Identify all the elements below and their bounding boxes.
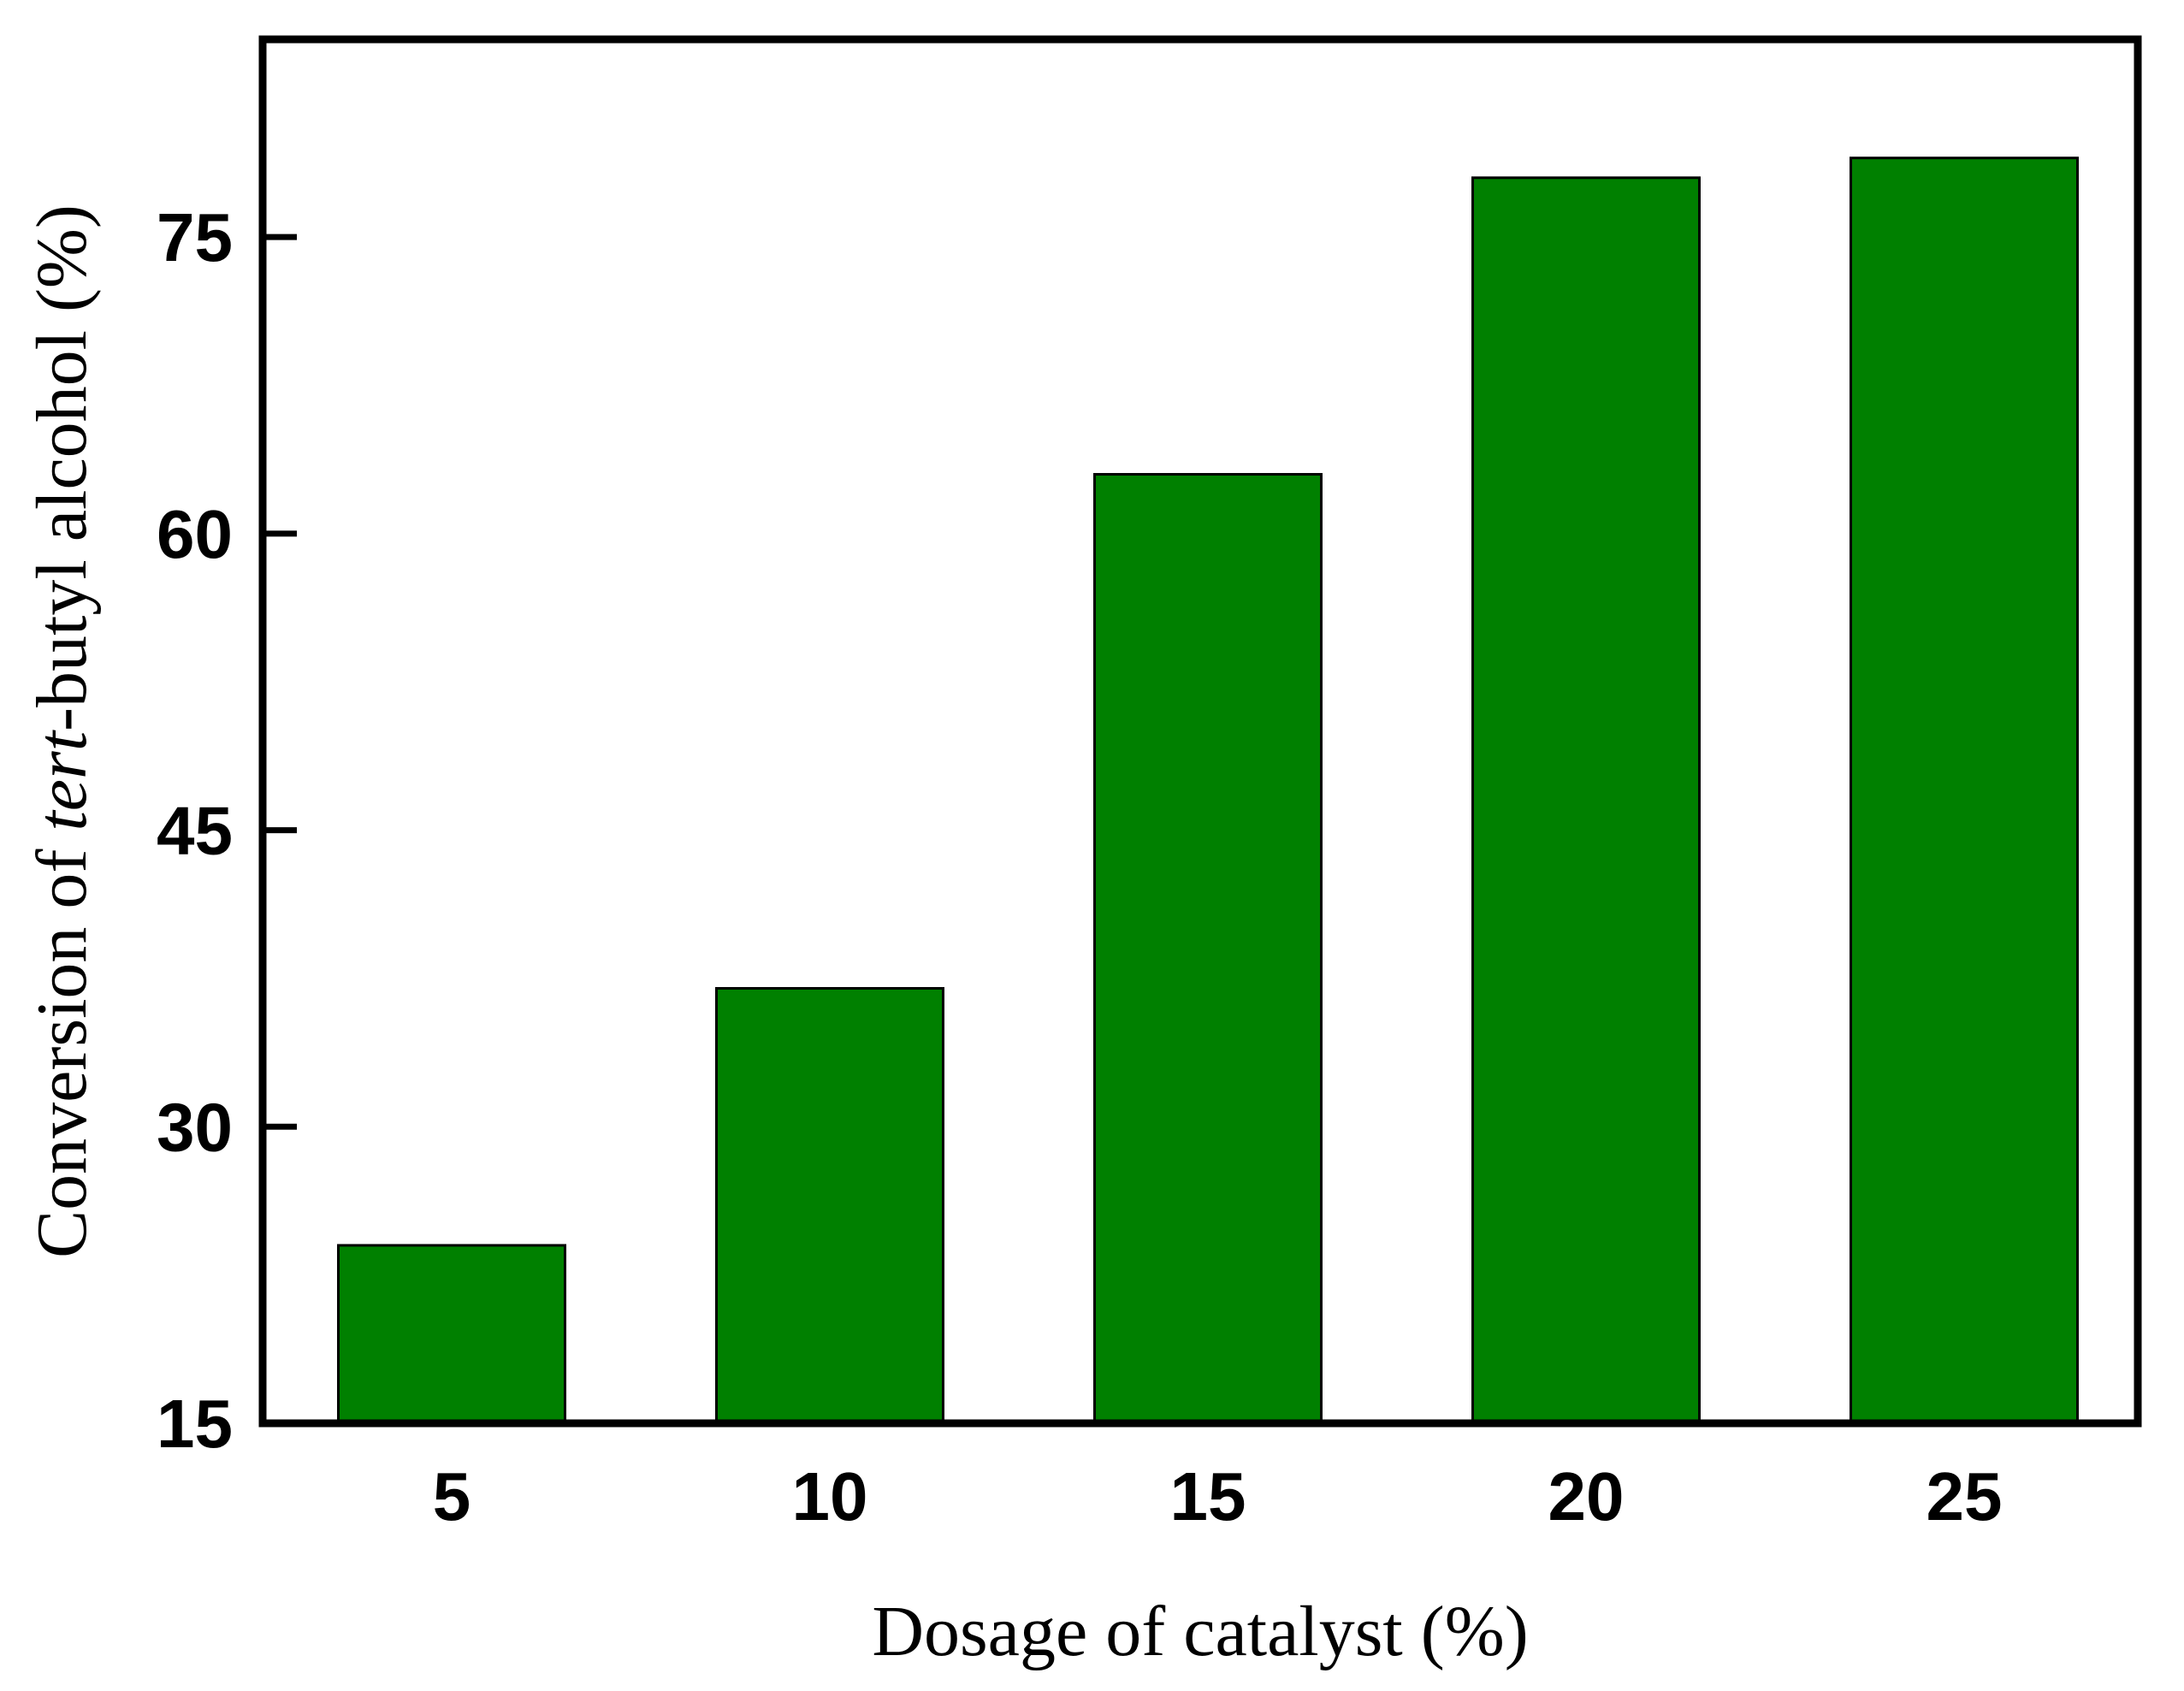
- y-axis-title-part-1: Conversion of: [22, 831, 102, 1258]
- x-tick-label-15: 15: [1170, 1458, 1246, 1534]
- bar-5: [337, 1244, 566, 1425]
- y-tick-label-75: 75: [157, 199, 233, 275]
- y-axis-title-italic: tert: [22, 729, 102, 831]
- bar-15: [1093, 473, 1323, 1425]
- bar-10: [715, 986, 944, 1425]
- x-tick-label-20: 20: [1548, 1458, 1625, 1534]
- x-axis-ticks: 5 10 15 20 25: [433, 1458, 2003, 1534]
- x-tick-label-10: 10: [792, 1458, 868, 1534]
- x-tick-label-25: 25: [1927, 1458, 2003, 1534]
- y-axis-title: Conversion of tert-butyl alcohol (%): [22, 204, 102, 1258]
- bar-20: [1471, 176, 1701, 1425]
- y-tick-label-60: 60: [157, 496, 233, 572]
- x-axis-title: Dosage of catalyst (%): [872, 1592, 1528, 1671]
- y-axis-ticks: 15 30 45 60 75: [157, 199, 297, 1462]
- y-axis-title-part-2: -butyl alcohol (%): [22, 204, 102, 731]
- x-tick-label-5: 5: [433, 1458, 471, 1534]
- y-tick-label-30: 30: [157, 1089, 233, 1165]
- y-tick-label-45: 45: [157, 793, 233, 869]
- plot-frame: [258, 35, 2142, 1428]
- y-tick-label-15: 15: [157, 1386, 233, 1462]
- bar-25: [1850, 157, 2079, 1425]
- bars-group: [337, 157, 2079, 1425]
